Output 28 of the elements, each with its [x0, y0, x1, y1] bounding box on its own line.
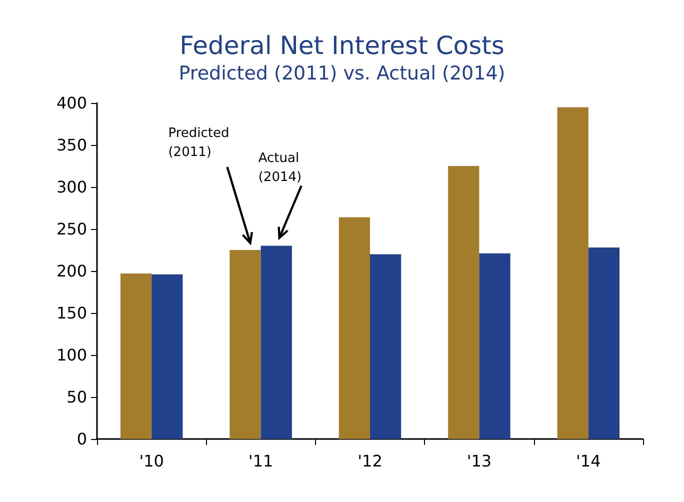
bar	[557, 107, 588, 439]
y-tick-label: 50	[66, 388, 87, 406]
x-tick-label: '11	[248, 452, 274, 470]
y-tick-label: 350	[56, 136, 87, 154]
text: Predicted (2011)	[168, 126, 230, 160]
chart-title: Federal Net Interest Costs	[180, 31, 504, 60]
y-tick-label: 100	[56, 346, 87, 364]
bar	[120, 274, 152, 439]
text: Actual (2014)	[258, 150, 302, 185]
y-tick-label: 0	[76, 430, 87, 448]
bar	[479, 253, 510, 439]
bar	[260, 246, 292, 439]
y-tick-label: 300	[56, 178, 87, 196]
bar	[338, 217, 370, 439]
y-tick-label: 200	[56, 262, 87, 280]
x-tick-label: '12	[358, 452, 382, 470]
x-tick-label: '14	[576, 452, 601, 470]
y-tick-label: 250	[56, 220, 87, 238]
x-tick-label: '10	[139, 452, 164, 470]
bar	[230, 250, 261, 439]
chart-subtitle: Predicted (2011) vs. Actual (2014)	[178, 62, 506, 84]
y-tick-label: 150	[56, 304, 87, 322]
bar	[152, 274, 183, 439]
x-tick-label: '13	[466, 452, 492, 470]
bar	[588, 247, 620, 439]
bar	[448, 166, 480, 439]
bar	[370, 254, 402, 439]
y-tick-label: 400	[56, 94, 87, 112]
